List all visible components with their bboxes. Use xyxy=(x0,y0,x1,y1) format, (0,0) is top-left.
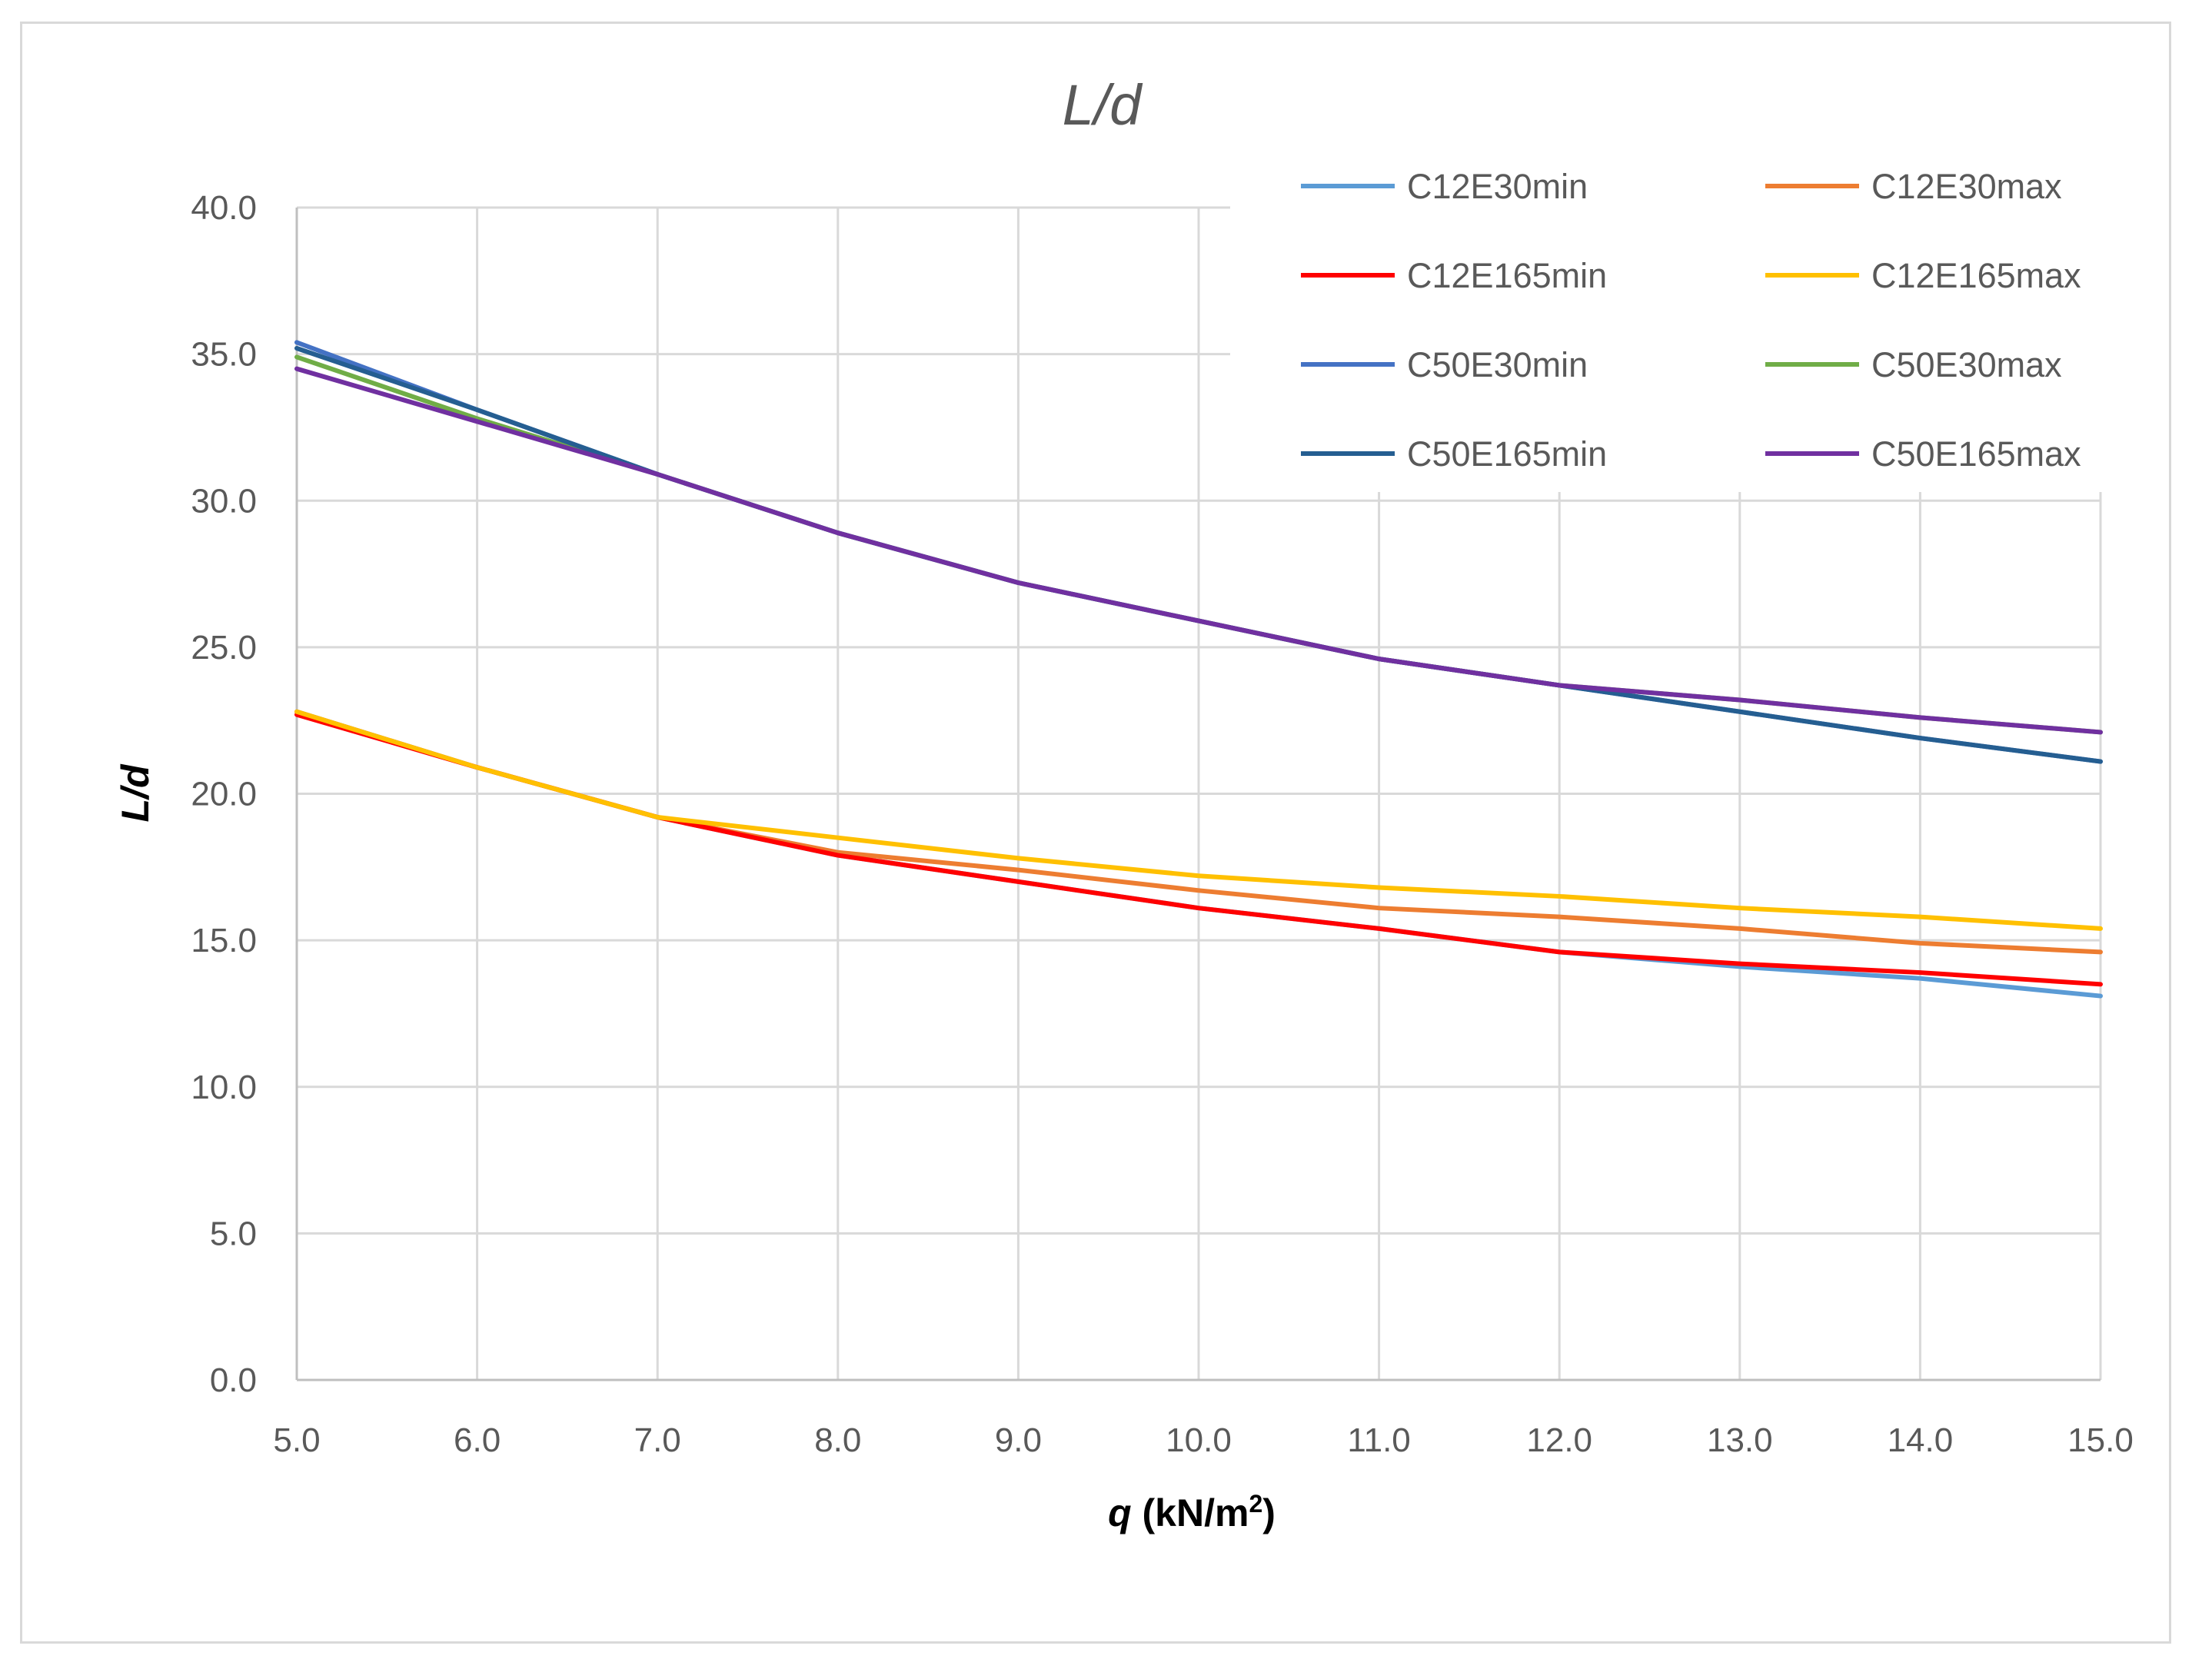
y-tick-label: 15.0 xyxy=(191,922,257,959)
legend-label: C50E165min xyxy=(1407,434,1607,474)
legend-label: C50E30max xyxy=(1871,345,2062,384)
x-tick-label: 10.0 xyxy=(1166,1421,1232,1459)
y-tick-label: 0.0 xyxy=(210,1361,257,1399)
x-axis-label: q (kN/m2) xyxy=(1108,1490,1276,1534)
x-tick-label: 11.0 xyxy=(1347,1421,1410,1459)
x-tick-label: 8.0 xyxy=(814,1421,861,1459)
x-tick-label: 15.0 xyxy=(2067,1421,2134,1459)
y-tick-label: 40.0 xyxy=(191,189,257,227)
x-tick-label: 6.0 xyxy=(454,1421,501,1459)
y-axis-label: L/d xyxy=(114,763,157,822)
x-tick-label: 13.0 xyxy=(1707,1421,1773,1459)
series-line-c12e165max xyxy=(294,709,2103,931)
y-tick-label: 25.0 xyxy=(191,629,257,667)
x-tick-label: 7.0 xyxy=(634,1421,681,1459)
y-axis-ticks: 0.0 5.0 10.0 15.0 20.0 25.0 30.0 35.0 40.0 xyxy=(191,189,257,1399)
x-tick-label: 14.0 xyxy=(1888,1421,1954,1459)
y-tick-label: 10.0 xyxy=(191,1069,257,1106)
chart-title: L/d xyxy=(1063,73,1144,137)
x-axis-label-variable: q xyxy=(1108,1491,1132,1534)
legend-label: C12E30min xyxy=(1407,167,1588,206)
y-tick-label: 30.0 xyxy=(191,482,257,520)
x-tick-label: 12.0 xyxy=(1526,1421,1592,1459)
y-tick-label: 5.0 xyxy=(210,1215,257,1252)
series-line-c50e165max xyxy=(294,366,2103,735)
legend-label: C50E165max xyxy=(1871,434,2081,474)
y-tick-label: 20.0 xyxy=(191,776,257,813)
legend-label: C12E30max xyxy=(1871,167,2062,206)
x-axis-label-superscript: 2 xyxy=(1249,1490,1262,1518)
legend-background xyxy=(1230,146,2114,492)
x-axis-label-unit: (kN/m xyxy=(1132,1491,1249,1534)
x-tick-label: 9.0 xyxy=(995,1421,1042,1459)
legend-label: C12E165min xyxy=(1407,256,1607,295)
legend-label: C12E165max xyxy=(1871,256,2081,295)
x-axis-ticks: 5.0 6.0 7.0 8.0 9.0 10.0 11.0 12.0 13.0 14.0 15.0 xyxy=(273,1421,2133,1459)
gridlines xyxy=(295,206,2102,1381)
x-tick-label: 5.0 xyxy=(273,1421,320,1459)
legend-label: C50E30min xyxy=(1407,345,1588,384)
y-tick-label: 35.0 xyxy=(191,336,257,374)
legend: C12E30min C12E30max C12E165min C12E165max C5… xyxy=(1301,167,2081,474)
x-axis-label-unit-close: ) xyxy=(1262,1491,1276,1534)
series-lines xyxy=(294,340,2103,999)
